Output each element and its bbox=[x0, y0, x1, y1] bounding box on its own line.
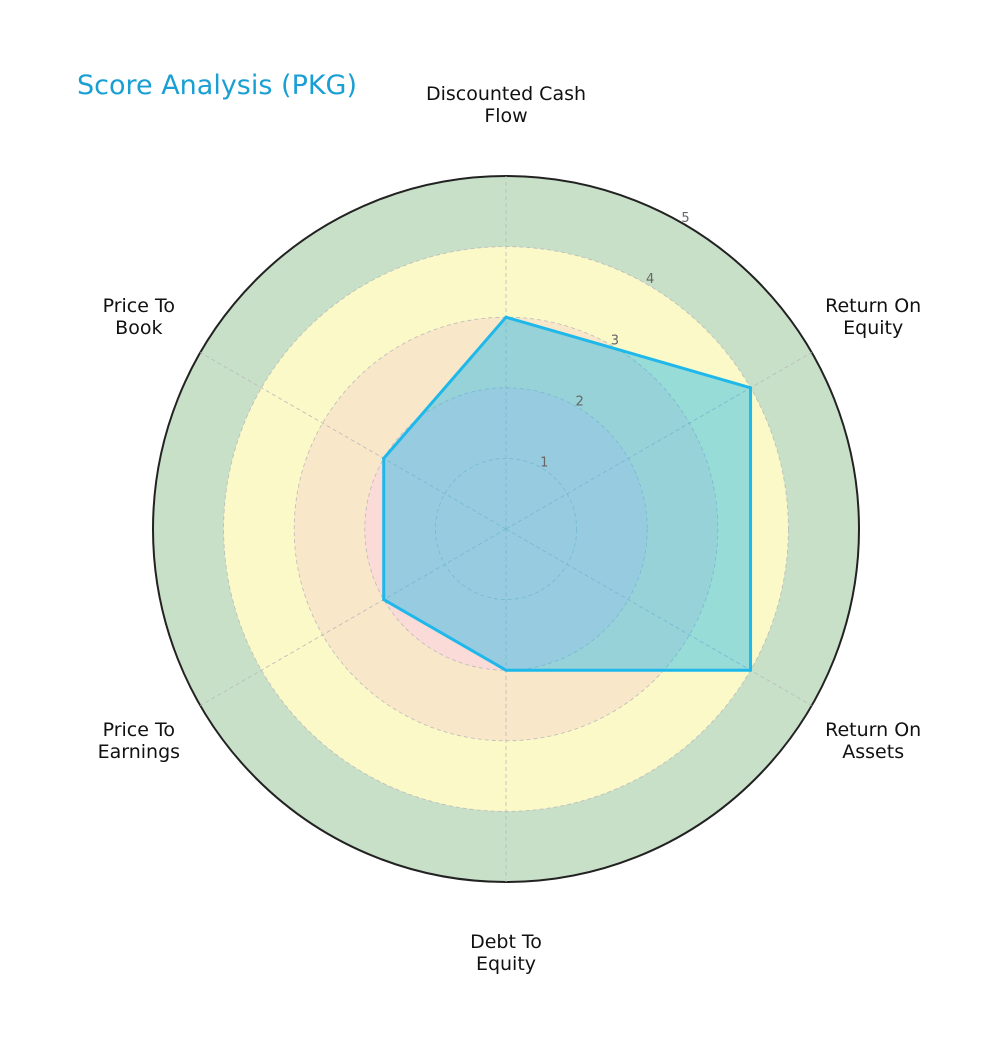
data-point-5 bbox=[382, 456, 386, 460]
category-label: Discounted Cash Flow bbox=[426, 83, 586, 127]
data-point-0 bbox=[504, 315, 508, 319]
r-tick-label: 1 bbox=[540, 456, 548, 471]
grid-spoke bbox=[505, 352, 812, 530]
category-label: Price To Book bbox=[103, 295, 175, 339]
grid-spoke bbox=[200, 352, 507, 530]
grid-spoke bbox=[505, 528, 812, 706]
r-tick-label: 3 bbox=[611, 333, 619, 348]
r-tick-label: 5 bbox=[681, 211, 689, 226]
data-point-4 bbox=[382, 598, 386, 602]
chart-title: Score Analysis (PKG) bbox=[77, 70, 358, 101]
data-point-2 bbox=[749, 668, 753, 672]
data-point-3 bbox=[504, 668, 508, 672]
data-point-1 bbox=[749, 386, 753, 390]
category-label: Debt To Equity bbox=[470, 931, 542, 975]
category-label: Return On Assets bbox=[825, 719, 921, 763]
grid-spoke bbox=[200, 528, 507, 706]
category-label: Return On Equity bbox=[825, 295, 921, 339]
r-tick-label: 2 bbox=[575, 395, 583, 410]
r-tick-label: 4 bbox=[646, 272, 654, 287]
category-label: Price To Earnings bbox=[98, 719, 180, 763]
